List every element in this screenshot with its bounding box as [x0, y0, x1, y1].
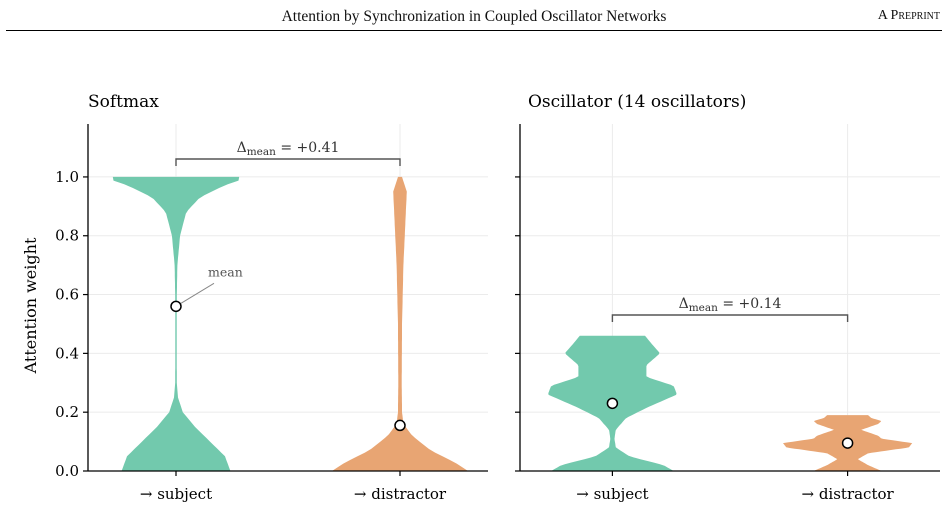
x-tick-label: → subject — [576, 485, 648, 503]
mean-annotation-line — [180, 282, 215, 304]
mean-marker — [841, 437, 854, 449]
delta-label: Δmean = +0.14 — [679, 296, 782, 314]
x-tick-label: → subject — [140, 485, 212, 503]
y-tick-label: 0.2 — [55, 403, 79, 421]
delta-label: Δmean = +0.41 — [237, 140, 340, 158]
delta-bracket — [175, 158, 401, 166]
header-rule — [6, 30, 942, 31]
panel-title: Softmax — [88, 92, 159, 112]
y-tick-label: 0.4 — [55, 344, 79, 362]
running-header: Attention by Synchronization in Coupled … — [0, 0, 948, 32]
mean-annotation-label: mean — [208, 264, 243, 279]
panel-title: Oscillator (14 oscillators) — [528, 92, 746, 112]
violin-distractor — [332, 176, 468, 471]
delta-bracket — [611, 314, 849, 322]
mean-marker — [394, 419, 406, 432]
preprint-tag: A Preprint — [877, 8, 940, 23]
paper-title: Attention by Synchronization in Coupled … — [281, 8, 667, 25]
mean-marker — [170, 300, 182, 313]
panel-1: mean Δmean = +0.41 0.0 0.2 0.4 0.6 0.8 1.0 → sub… — [21, 92, 488, 503]
y-axis-label: Attention weight — [21, 237, 40, 374]
y-tick-label: 1.0 — [55, 168, 79, 186]
y-tick-label: 0.0 — [55, 462, 79, 480]
panel-2: Δmean = +0.14 → subject → distractor Oscill… — [515, 92, 940, 503]
y-tick-label: 0.8 — [55, 227, 79, 245]
mean-marker — [606, 397, 619, 410]
y-tick-label: 0.6 — [55, 286, 79, 304]
violin-subject — [112, 176, 240, 471]
x-tick-label: → distractor — [354, 485, 447, 503]
x-tick-label: → distractor — [801, 485, 894, 503]
